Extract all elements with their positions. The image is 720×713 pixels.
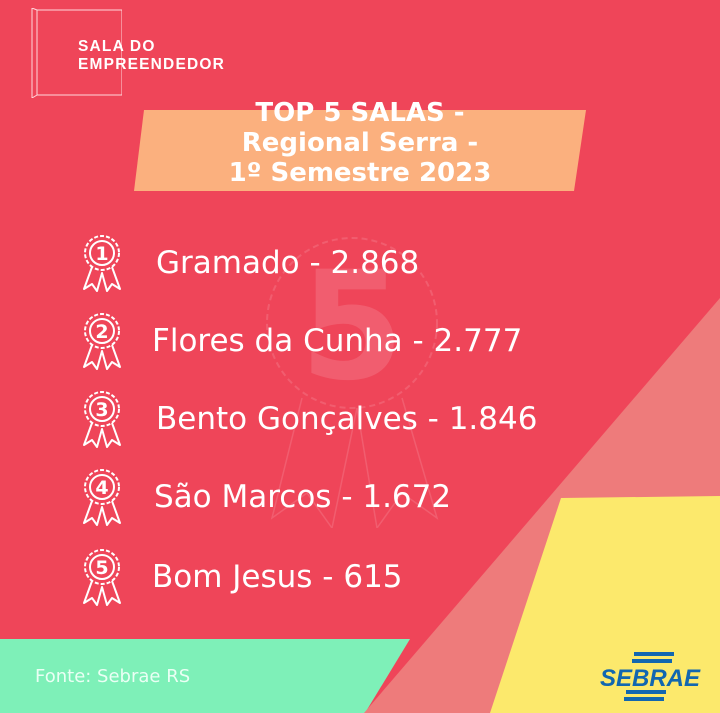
- ranking-label: Bento Gonçalves - 1.846: [156, 401, 538, 437]
- svg-text:4: 4: [95, 477, 108, 499]
- page-title: TOP 5 SALAS - Regional Serra - 1º Semest…: [134, 98, 586, 188]
- sala-do-empreendedor-logo: SALA DO EMPREENDEDOR: [30, 8, 250, 100]
- ranking-item-1: 1 Gramado - 2.868: [78, 228, 678, 298]
- ranking-label: Bom Jesus - 615: [152, 559, 403, 595]
- sebrae-logo: SEBRAE: [600, 652, 701, 701]
- title-line1: TOP 5 SALAS -: [255, 98, 465, 128]
- title-banner: TOP 5 SALAS - Regional Serra - 1º Semest…: [134, 98, 586, 191]
- ribbon-medal-icon: 4: [83, 469, 121, 526]
- svg-text:1: 1: [95, 243, 108, 265]
- svg-text:2: 2: [95, 321, 108, 343]
- source-caption: Fonte: Sebrae RS: [35, 666, 191, 687]
- title-line3: 1º Semestre 2023: [228, 158, 492, 188]
- ranking-item-5: 5 Bom Jesus - 615: [78, 542, 678, 612]
- mint-band: [0, 639, 410, 713]
- ranking-label: São Marcos - 1.672: [154, 479, 452, 515]
- ribbon-medal-icon: 1: [83, 235, 121, 292]
- door-frame-icon: [31, 8, 122, 98]
- ranking-label: Gramado - 2.868: [156, 245, 420, 281]
- yellow-shape: [490, 496, 720, 713]
- ranking-item-4: 4 São Marcos - 1.672: [78, 462, 678, 532]
- title-line2: Regional Serra -: [241, 128, 479, 158]
- ribbon-medal-icon: 5: [83, 549, 121, 606]
- svg-text:5: 5: [95, 557, 108, 579]
- svg-text:3: 3: [95, 399, 108, 421]
- svg-text:5: 5: [300, 240, 404, 414]
- ranking-label: Flores da Cunha - 2.777: [152, 323, 523, 359]
- ribbon-medal-icon: 3: [83, 391, 121, 448]
- ribbon-medal-icon: 2: [83, 313, 121, 370]
- svg-text:SEBRAE: SEBRAE: [600, 665, 701, 692]
- logo-line2: EMPREENDEDOR: [78, 56, 226, 73]
- ranking-item-3: 3 Bento Gonçalves - 1.846: [78, 384, 678, 454]
- logo-line1: SALA DO: [78, 38, 156, 55]
- logo-text: SALA DO EMPREENDEDOR: [78, 38, 225, 74]
- banner-shape: [134, 110, 586, 191]
- ribbon-watermark: 5: [266, 237, 439, 528]
- ranking-item-2: 2 Flores da Cunha - 2.777: [78, 306, 678, 376]
